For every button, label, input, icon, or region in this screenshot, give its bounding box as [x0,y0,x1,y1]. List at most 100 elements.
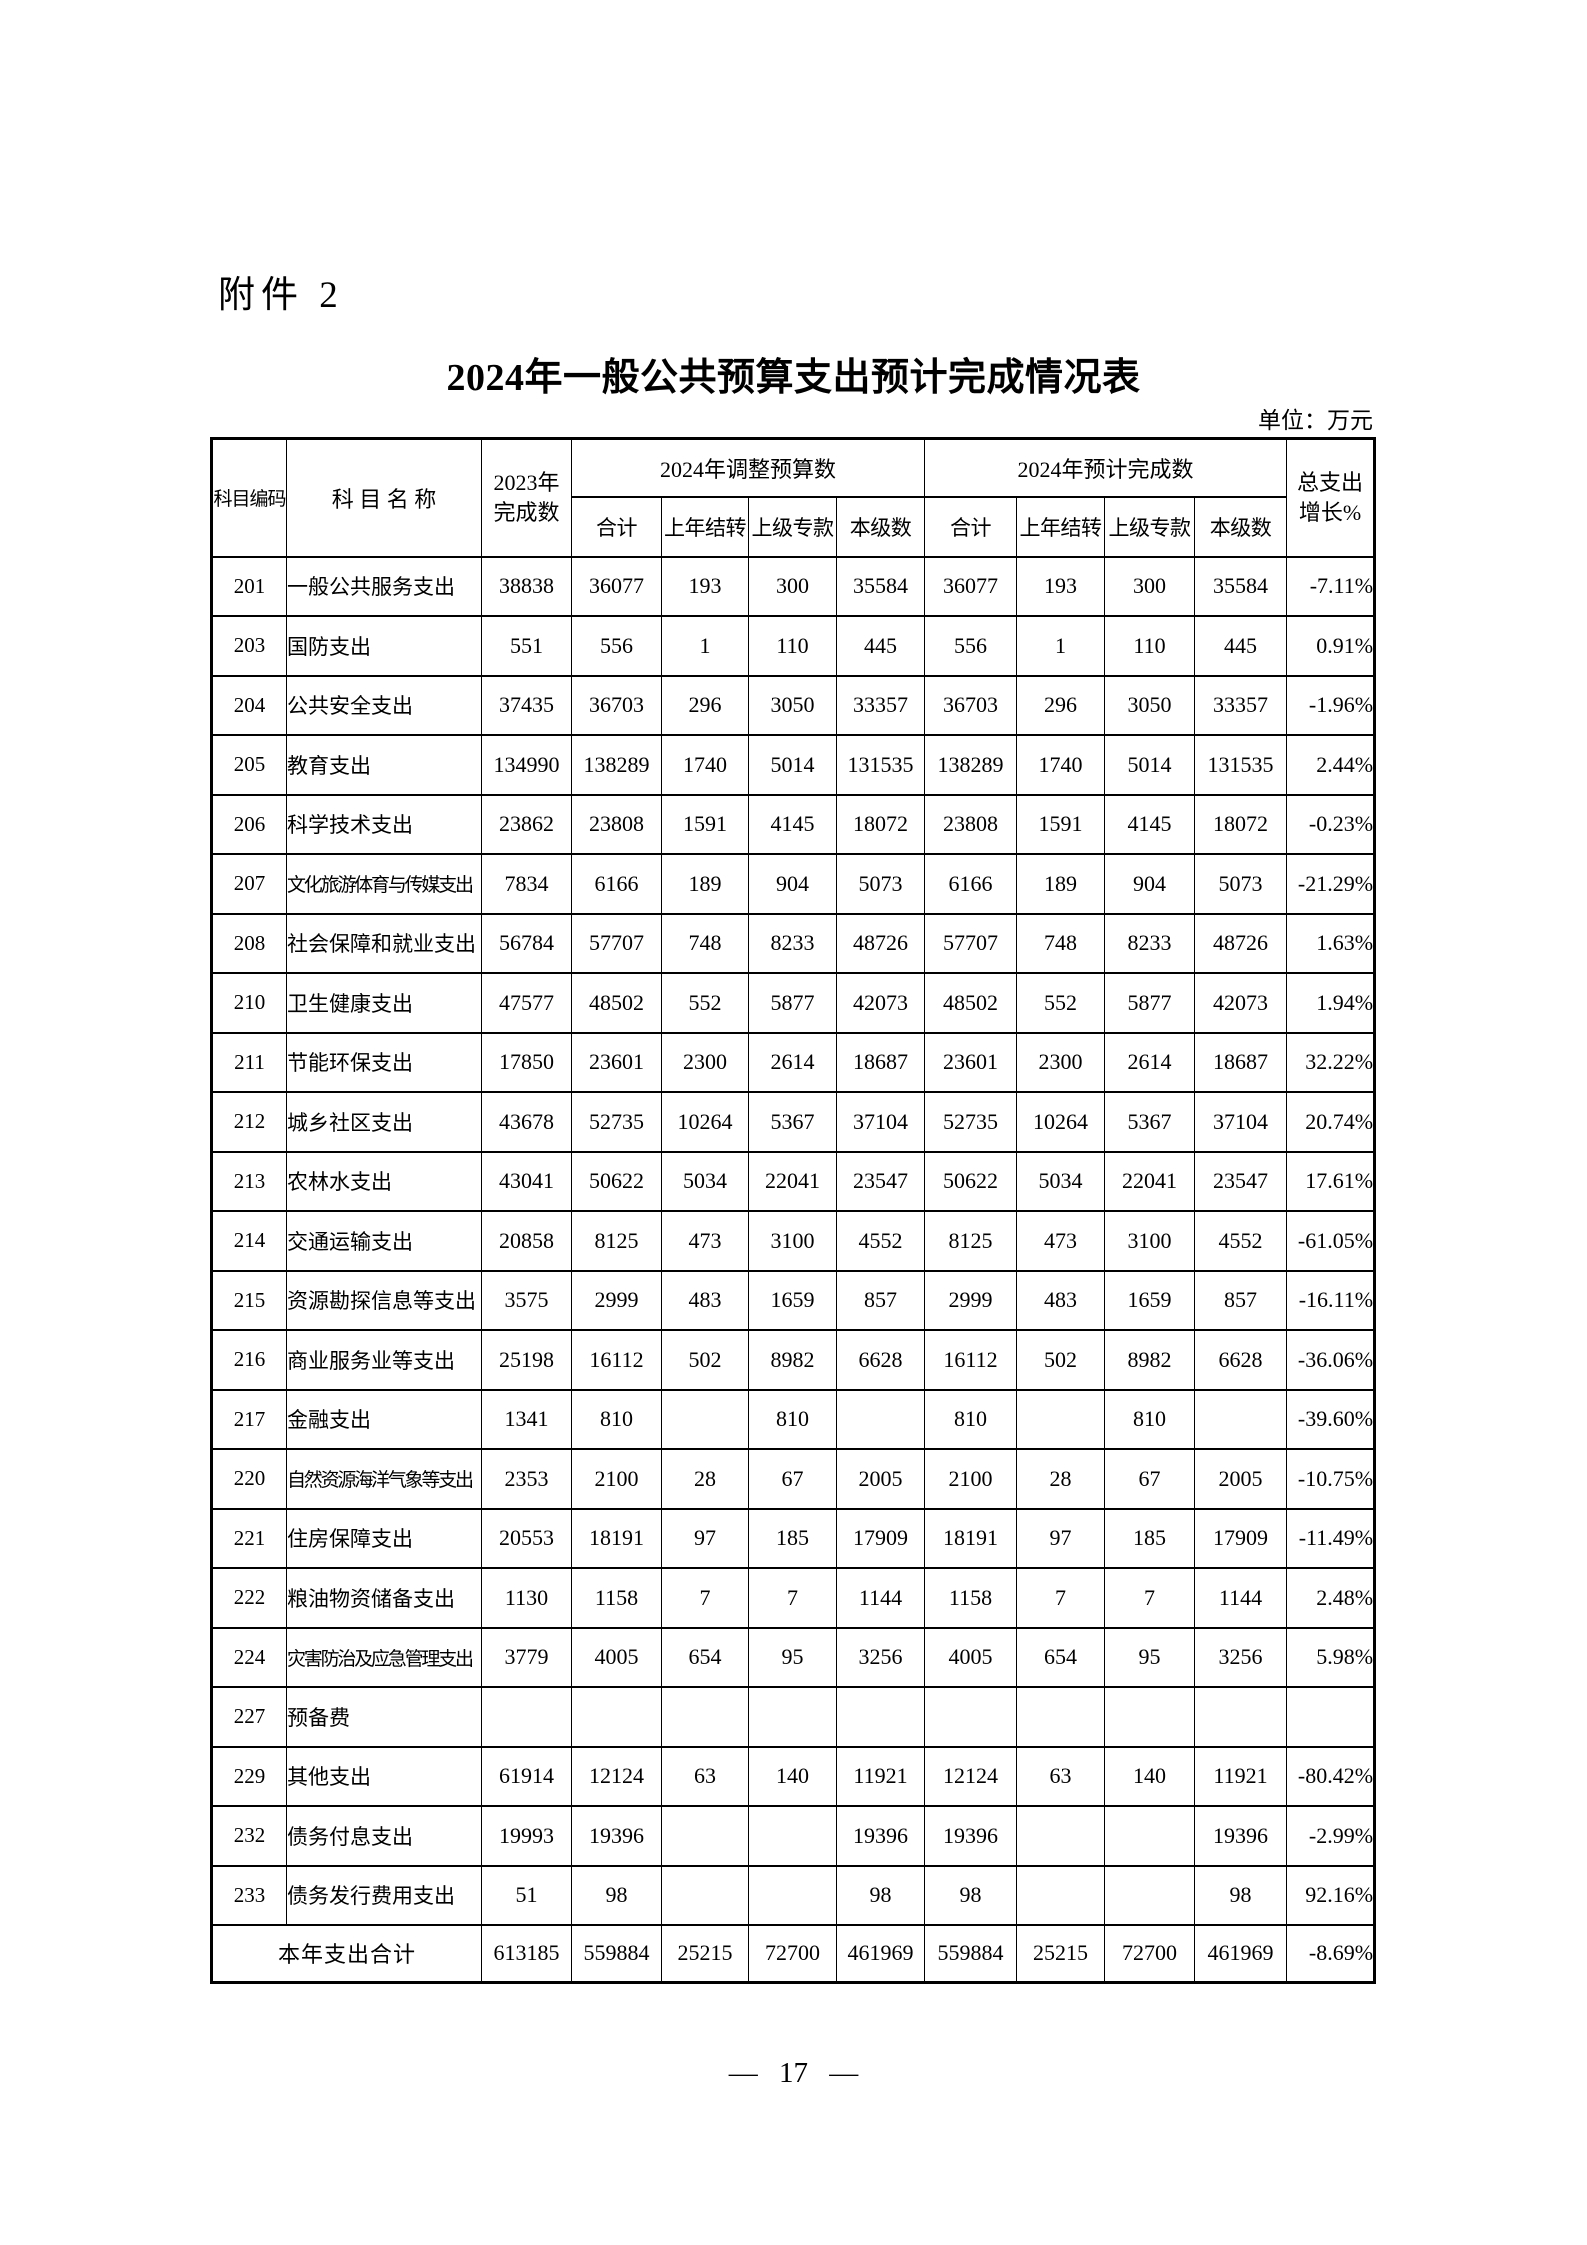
expected-special-funds-cell: 95 [1104,1626,1196,1688]
total-expected-local-level: 461969 [1194,1924,1288,1983]
expected-local-level-cell: 37104 [1194,1091,1288,1153]
header-2024-adjusted-budget-group: 2024年调整预算数 [570,437,926,498]
y2023-value-cell: 43678 [481,1091,572,1153]
y2023-value-cell: 20858 [481,1210,572,1272]
adjusted-special-funds-cell: 67 [748,1448,837,1510]
subject-name-cell: 债务发行费用支出 [286,1864,482,1926]
total-expected-carryover: 25215 [1016,1924,1106,1983]
expected-special-funds-cell: 4145 [1104,793,1196,855]
header-subject-code: 科目编码 [211,437,287,558]
subject-name-cell: 农林水支出 [286,1150,482,1212]
table-row: 201 一般公共服务支出 38838 36077 193 300 35584 3… [211,555,1376,617]
expected-special-funds-cell: 110 [1104,615,1196,677]
budget-table: 科目编码 科 目 名 称 2023年 完成数 2024年调整预算数 2024年预… [210,437,1377,1984]
growth-value-cell: -61.05% [1286,1210,1376,1272]
subject-code-cell: 203 [211,615,287,677]
expected-carryover-cell: 10264 [1016,1091,1106,1153]
expected-special-funds-cell: 3050 [1104,674,1196,736]
document-title: 2024年一般公共预算支出预计完成情况表 [446,357,1141,399]
y2023-value-cell: 20553 [481,1507,572,1569]
y2023-value-cell: 1130 [481,1567,572,1629]
subject-code-cell: 206 [211,793,287,855]
expected-carryover-cell: 1740 [1016,734,1106,796]
expected-carryover-cell [1016,1686,1106,1748]
subject-name-cell: 城乡社区支出 [286,1091,482,1153]
y2023-value-cell: 38838 [481,555,572,617]
expected-local-level-cell: 445 [1194,615,1288,677]
expected-local-level-cell: 33357 [1194,674,1288,736]
expected-special-funds-cell: 67 [1104,1448,1196,1510]
table-row: 214 交通运输支出 20858 8125 473 3100 4552 8125… [211,1210,1376,1272]
expected-local-level-cell: 17909 [1194,1507,1288,1569]
expected-special-funds-cell [1104,1864,1196,1926]
expected-total-cell [924,1686,1018,1748]
adjusted-local-level-cell: 2005 [835,1448,926,1510]
y2023-value-cell: 61914 [481,1745,572,1807]
expected-total-cell: 138289 [924,734,1018,796]
expected-local-level-cell: 18072 [1194,793,1288,855]
adjusted-local-level-cell: 37104 [835,1091,926,1153]
subject-code-cell: 227 [211,1686,287,1748]
adjusted-special-funds-cell: 185 [748,1507,837,1569]
subject-name-cell: 交通运输支出 [286,1210,482,1272]
subject-name-cell: 资源勘探信息等支出 [286,1269,482,1331]
expected-local-level-cell [1194,1388,1288,1450]
unit-note: 单位：万元 [1258,408,1373,433]
subject-code-cell: 212 [211,1091,287,1153]
adjusted-local-level-cell: 6628 [835,1329,926,1391]
adjusted-carryover-cell: 473 [661,1210,749,1272]
adjusted-special-funds-cell: 95 [748,1626,837,1688]
subject-code-cell: 215 [211,1269,287,1331]
growth-value-cell: -39.60% [1286,1388,1376,1450]
adjusted-carryover-cell: 748 [661,912,749,974]
table-row: 222 粮油物资储备支出 1130 1158 7 7 1144 1158 7 7… [211,1567,1376,1629]
subject-code-cell: 210 [211,972,287,1034]
adjusted-total-cell: 48502 [571,972,662,1034]
expected-carryover-cell: 1 [1016,615,1106,677]
growth-value-cell: -21.29% [1286,853,1376,915]
subject-name-cell: 粮油物资储备支出 [286,1567,482,1629]
expected-special-funds-cell: 5877 [1104,972,1196,1034]
expected-total-cell: 8125 [924,1210,1018,1272]
expected-local-level-cell: 98 [1194,1864,1288,1926]
subject-code-cell: 222 [211,1567,287,1629]
adjusted-special-funds-cell: 810 [748,1388,837,1450]
subject-name-cell: 金融支出 [286,1388,482,1450]
adjusted-local-level-cell: 857 [835,1269,926,1331]
y2023-value-cell: 56784 [481,912,572,974]
total-adjusted-total: 559884 [571,1924,662,1983]
header-2024-expected-completed-group: 2024年预计完成数 [924,437,1288,498]
adjusted-total-cell: 8125 [571,1210,662,1272]
growth-value-cell: -2.99% [1286,1805,1376,1867]
table-footer: 本年支出合计 613185 559884 25215 72700 461969 … [211,1924,1376,1983]
expected-local-level-cell: 23547 [1194,1150,1288,1212]
adjusted-local-level-cell: 4552 [835,1210,926,1272]
adjusted-special-funds-cell: 300 [748,555,837,617]
adjusted-total-cell: 12124 [571,1745,662,1807]
y2023-value-cell [481,1686,572,1748]
subject-code-cell: 213 [211,1150,287,1212]
expected-carryover-cell: 502 [1016,1329,1106,1391]
adjusted-carryover-cell: 552 [661,972,749,1034]
adjusted-local-level-cell: 1144 [835,1567,926,1629]
table-row: 212 城乡社区支出 43678 52735 10264 5367 37104 … [211,1091,1376,1153]
adjusted-special-funds-cell: 110 [748,615,837,677]
y2023-value-cell: 43041 [481,1150,572,1212]
subject-name-cell: 社会保障和就业支出 [286,912,482,974]
adjusted-local-level-cell: 131535 [835,734,926,796]
adjusted-special-funds-cell: 1659 [748,1269,837,1331]
expected-special-funds-cell: 5014 [1104,734,1196,796]
adjusted-carryover-cell [661,1864,749,1926]
adjusted-special-funds-cell: 3100 [748,1210,837,1272]
total-adjusted-special-funds: 72700 [748,1924,837,1983]
expected-total-cell: 6166 [924,853,1018,915]
y2023-value-cell: 2353 [481,1448,572,1510]
expected-carryover-cell [1016,1864,1106,1926]
subject-name-cell: 债务付息支出 [286,1805,482,1867]
expected-special-funds-cell: 3100 [1104,1210,1196,1272]
subject-name-cell: 自然资源海洋气象等支出 [286,1448,482,1510]
subject-code-cell: 214 [211,1210,287,1272]
table-row: 216 商业服务业等支出 25198 16112 502 8982 6628 1… [211,1329,1376,1391]
adjusted-local-level-cell: 33357 [835,674,926,736]
header-expected-carryover: 上年结转 [1016,495,1106,558]
